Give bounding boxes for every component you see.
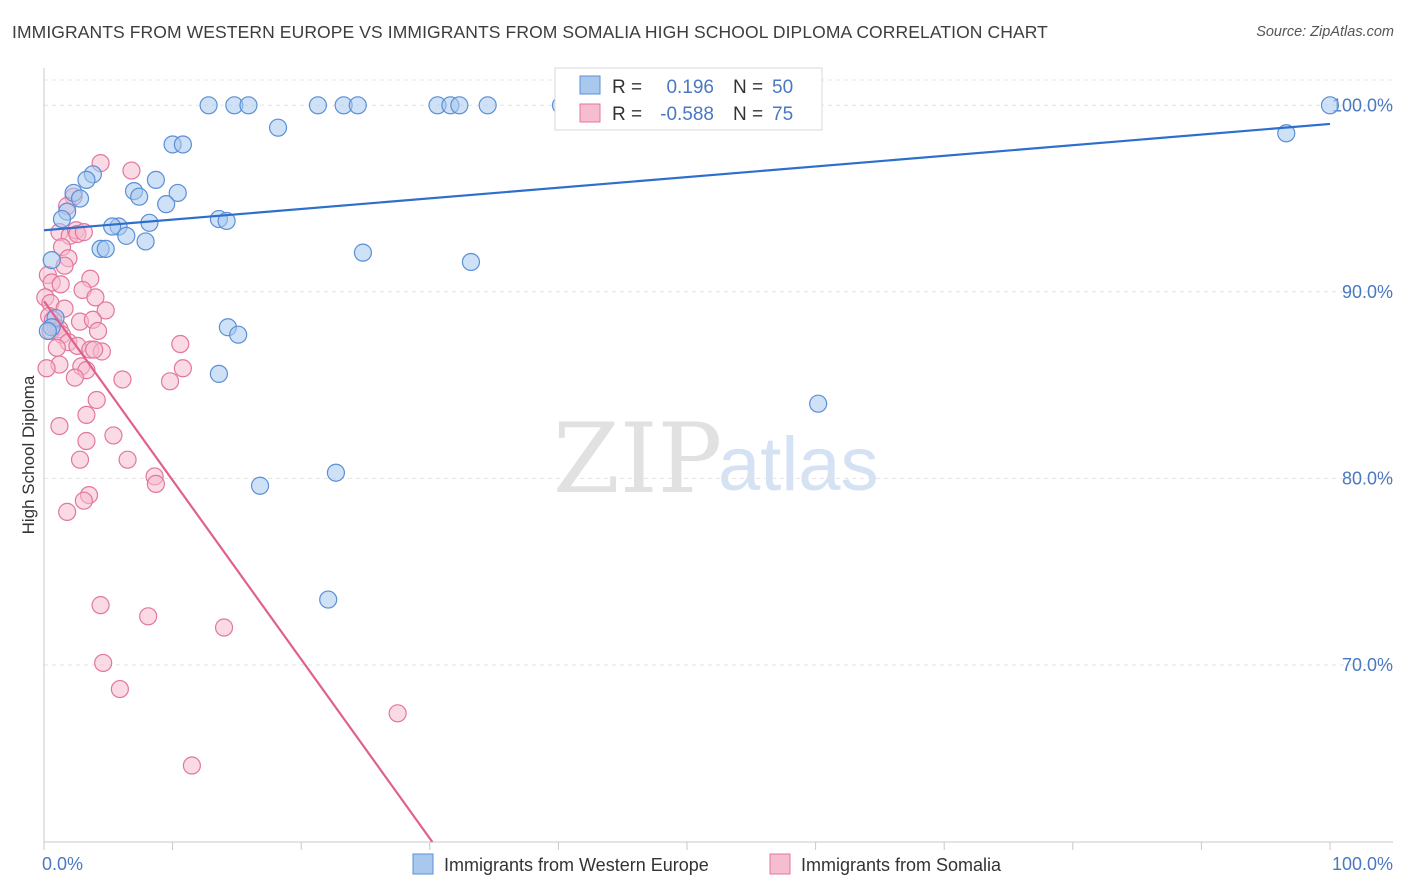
stats-swatch-blue (579, 75, 601, 95)
y-tick-label: 70.0% (1342, 655, 1393, 675)
western-europe-point (308, 96, 328, 115)
somalia-point (37, 359, 56, 378)
western-europe-point (250, 476, 270, 495)
western-europe-point (239, 96, 258, 115)
legend-label-somalia: Immigrants from Somalia (801, 855, 1002, 875)
western-europe-point (199, 96, 218, 115)
western-europe-point (42, 251, 61, 270)
western-europe-point (319, 590, 338, 609)
somalia-trendline (43, 300, 434, 843)
western-europe-points (38, 96, 1340, 609)
y-axis-title: High School Diploma (19, 375, 38, 534)
stats-r-label-pink: R = (612, 104, 642, 125)
stats-r-value-pink: -0.588 (660, 104, 714, 125)
somalia-point (113, 370, 132, 389)
somalia-point (104, 426, 123, 445)
western-europe-point (461, 252, 481, 272)
somalia-point (77, 431, 96, 451)
western-europe-point (117, 226, 136, 245)
somalia-point (173, 359, 192, 378)
western-europe-point (38, 321, 57, 341)
western-europe-point (229, 325, 248, 344)
somalia-point (214, 618, 234, 637)
y-tick-label: 100.0% (1332, 95, 1393, 115)
somalia-point (160, 372, 180, 391)
western-europe-point (217, 211, 236, 231)
source-credit: Source: ZipAtlas.com (1256, 24, 1394, 40)
x-tick-label-max: 100.0% (1332, 854, 1393, 874)
somalia-point (96, 301, 115, 320)
western-europe-point (70, 189, 90, 208)
somalia-point (171, 334, 190, 354)
watermark-zip: ZIP (553, 403, 722, 515)
somalia-point (47, 338, 66, 357)
somalia-point (58, 502, 77, 521)
western-europe-point (268, 118, 288, 137)
y-tick-label: 90.0% (1342, 282, 1393, 302)
western-europe-point (1320, 96, 1340, 115)
chart-title: IMMIGRANTS FROM WESTERN EUROPE VS IMMIGR… (12, 22, 1048, 42)
somalia-point (118, 450, 137, 469)
somalia-point (139, 607, 158, 626)
x-tick-label-min: 0.0% (42, 854, 83, 874)
legend-label-western-europe: Immigrants from Western Europe (444, 855, 709, 875)
somalia-point (94, 653, 113, 673)
somalia-point (70, 450, 90, 469)
axes (43, 68, 1393, 843)
western-europe-point (157, 195, 176, 214)
stats-swatch-pink (579, 103, 601, 123)
watermark-atlas: atlas (718, 422, 879, 507)
somalia-point (74, 491, 93, 510)
western-europe-point (103, 217, 122, 236)
western-europe-point (348, 96, 367, 115)
somalia-point (86, 288, 105, 307)
stats-n-label-blue: N = (733, 77, 763, 98)
western-europe-point (146, 170, 165, 190)
somalia-point (85, 340, 104, 359)
somalia-points (36, 154, 407, 775)
stats-n-label-pink: N = (733, 104, 763, 125)
western-europe-point (77, 170, 96, 190)
somalia-point (146, 474, 165, 494)
x-ticks (43, 842, 1331, 850)
western-europe-point (326, 463, 346, 482)
legend-swatch-western-europe (412, 853, 434, 875)
somalia-point (182, 756, 201, 775)
somalia-point (88, 321, 108, 341)
western-europe-point (130, 187, 149, 206)
western-europe-point (168, 183, 187, 203)
stats-legend: R = 0.196 N = 50 R = -0.588 N = 75 (554, 67, 823, 131)
somalia-point (110, 679, 129, 699)
somalia-point (65, 368, 84, 387)
western-europe-point (136, 232, 155, 251)
western-europe-point (52, 209, 72, 229)
western-europe-point (209, 364, 228, 383)
stats-n-value-blue: 50 (772, 77, 793, 98)
y-tick-label: 80.0% (1342, 468, 1393, 488)
western-europe-point (478, 96, 497, 115)
bottom-legend: Immigrants from Western Europe Immigrant… (412, 853, 1002, 875)
y-tick-labels: 70.0% 80.0% 90.0% 100.0% (1332, 95, 1393, 675)
stats-r-label-blue: R = (612, 77, 642, 98)
western-europe-point (173, 135, 192, 154)
somalia-point (388, 704, 407, 723)
western-europe-point (450, 96, 469, 115)
western-europe-point (1277, 124, 1296, 143)
gridlines (44, 79, 1393, 666)
stats-r-value-blue: 0.196 (666, 77, 714, 98)
stats-n-value-pink: 75 (772, 104, 793, 125)
western-europe-trendline (43, 122, 1331, 232)
somalia-point (51, 275, 70, 294)
somalia-point (87, 390, 106, 410)
western-europe-point (809, 394, 828, 413)
western-europe-point (96, 239, 115, 259)
western-europe-point (353, 243, 373, 262)
somalia-point (122, 161, 141, 180)
somalia-point (50, 416, 69, 436)
somalia-point (91, 596, 110, 615)
trend-lines (43, 122, 1331, 843)
somalia-point (77, 405, 96, 425)
legend-swatch-somalia (769, 853, 791, 875)
